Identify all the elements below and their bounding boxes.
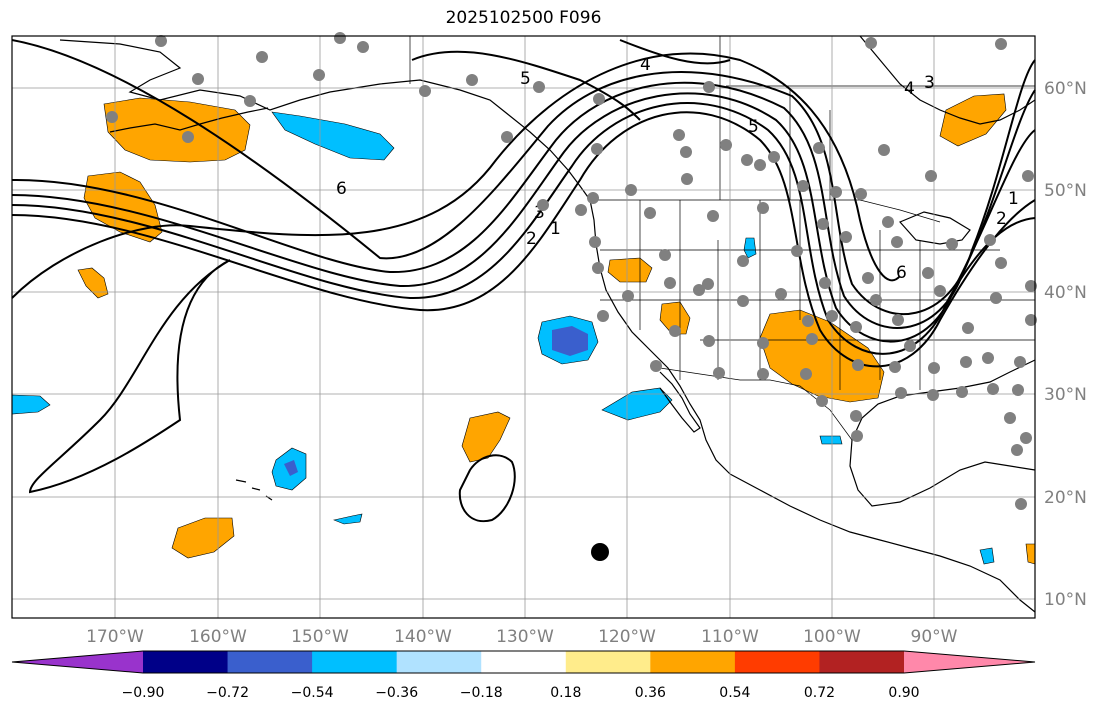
lon-label-90w: 90°W: [911, 627, 958, 647]
colorbar-segment: [143, 651, 229, 673]
aleutian-chain: [109, 107, 269, 133]
contour-6: [11, 52, 901, 299]
contour-5: [11, 39, 1036, 316]
lat-label-30n: 30°N: [1044, 385, 1087, 405]
colorbar-segment: [227, 651, 313, 673]
lon-label-140w: 140°W: [394, 627, 452, 647]
height-contours: [11, 39, 1036, 523]
lat-label-20n: 20°N: [1044, 488, 1087, 508]
lon-label-110w: 110°W: [701, 627, 759, 647]
contour-label-3: 3: [534, 203, 545, 223]
contour-label-3-east: 3: [924, 73, 935, 93]
cyan-region-colorado: [743, 237, 757, 259]
lon-label-100w: 100°W: [803, 627, 861, 647]
cyan-region-central-america: [979, 547, 995, 565]
colorbar-segment: [565, 651, 651, 673]
station-markers: [106, 32, 1037, 510]
longitude-labels: 170°W 160°W 150°W 140°W 130°W 120°W 110°…: [86, 627, 958, 647]
contour-label-6: 6: [336, 179, 347, 199]
contour-2: [11, 102, 1036, 355]
contour-label-6-east: 6: [896, 263, 907, 283]
black-marker: [591, 543, 609, 561]
colorbar-max-extend: [904, 651, 1035, 673]
colorbar-segment: [481, 651, 567, 673]
baja-peninsula: [659, 371, 701, 433]
map-panel: 6 5 4 5 3 2 1 4 3 1 2 6: [11, 32, 1037, 619]
hudson-bay-coast: [859, 35, 1036, 125]
map-title: 2025102500 F096: [445, 8, 602, 28]
contour-label-group: 6 5 4 5 3 2 1 4 3 1 2 6: [336, 55, 1019, 283]
mexico-coast: [729, 473, 1036, 613]
colorbar-segment: [734, 651, 820, 673]
contour-1: [11, 111, 1036, 368]
colorbar-tick-label: −0.72: [206, 685, 249, 701]
colorbar-tick-label: 0.72: [804, 685, 835, 701]
colorbar-segment: [312, 651, 398, 673]
orange-region-aleutian: [103, 97, 251, 163]
cyan-region-baja-offshore: [601, 387, 673, 421]
north-america-west-coast: [589, 199, 731, 475]
contour-north-5: [411, 50, 641, 121]
contour-north-4: [619, 39, 731, 65]
cyan-region-gulf-alaska: [271, 111, 395, 161]
us-canada-border: [590, 199, 941, 223]
contour-label-2: 2: [526, 229, 537, 249]
lat-label-40n: 40°N: [1044, 283, 1087, 303]
lon-label-150w: 150°W: [291, 627, 349, 647]
colorbar-ticks: −0.90 −0.72 −0.54 −0.36 −0.18 0.18 0.36 0.54 0.7…: [122, 685, 920, 701]
colorbar-tick-label: −0.54: [291, 685, 334, 701]
us-mexico-border: [659, 367, 853, 441]
colorbar-segment: [650, 651, 736, 673]
contour-label-5: 5: [748, 117, 759, 137]
colorbar-segment: [819, 651, 905, 673]
lat-label-60n: 60°N: [1044, 79, 1087, 99]
latitude-labels: 60°N 50°N 40°N 30°N 20°N 10°N: [1044, 79, 1087, 610]
contour-label-5-north: 5: [520, 69, 531, 89]
colorbar-tick-label: 0.90: [888, 685, 919, 701]
cyan-region-gulf: [819, 435, 843, 445]
colorbar-tick-label: 0.36: [635, 685, 666, 701]
lon-label-120w: 120°W: [598, 627, 656, 647]
colorbar-tick-label: −0.90: [122, 685, 165, 701]
alaska-coast: [59, 39, 591, 201]
colorbar-segment: [396, 651, 482, 673]
contour-label-1: 1: [550, 219, 561, 239]
colorbar-min-extend: [12, 651, 143, 673]
colorbar-tick-label: −0.36: [375, 685, 418, 701]
orange-region-texas: [759, 309, 885, 403]
contour-label-4-east: 4: [904, 79, 915, 99]
colorbar-segments: [11, 650, 1036, 674]
lat-label-10n: 10°N: [1044, 590, 1087, 610]
graticule: [12, 36, 1035, 618]
contour-small-loop: [458, 454, 516, 523]
colorbar-tick-label: 0.54: [719, 685, 750, 701]
orange-region-southwest-pacific: [171, 517, 235, 559]
blue-core-offshore-california: [552, 326, 588, 356]
blue-core-hawaii: [284, 460, 298, 476]
contour-4: [11, 81, 1036, 329]
orange-region-pacific-south: [461, 411, 511, 463]
anomaly-fills: [11, 93, 1036, 565]
lat-label-50n: 50°N: [1044, 181, 1087, 201]
orange-region-hudson: [939, 93, 1007, 147]
lon-label-130w: 130°W: [496, 627, 554, 647]
lon-label-170w: 170°W: [86, 627, 144, 647]
contour-label-4-north: 4: [640, 55, 651, 75]
colorbar: −0.90 −0.72 −0.54 −0.36 −0.18 0.18 0.36 0.54 0.7…: [11, 650, 1036, 701]
contour-label-1-east: 1: [1008, 189, 1019, 209]
lon-label-160w: 160°W: [189, 627, 247, 647]
orange-region-small-west: [77, 267, 109, 299]
contour-west-loop: [28, 259, 231, 494]
colorbar-tick-label: 0.18: [550, 685, 581, 701]
contour-label-2-east: 2: [996, 209, 1007, 229]
colorbar-tick-label: −0.18: [460, 685, 503, 701]
cyan-region-pacific-small: [332, 513, 363, 525]
